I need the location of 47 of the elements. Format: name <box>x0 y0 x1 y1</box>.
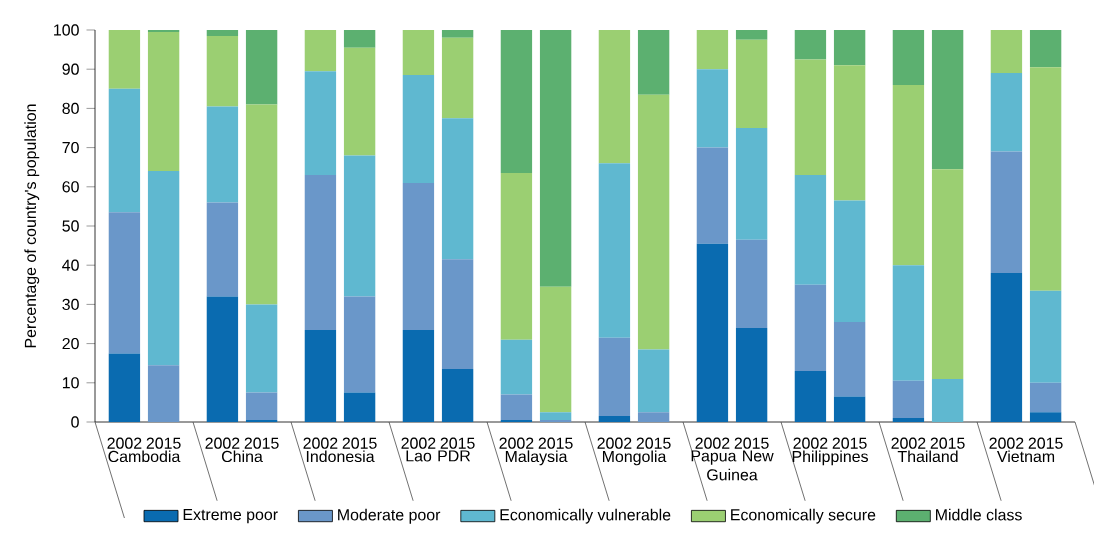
y-tick-label: 50 <box>62 220 79 232</box>
y-tick-label: 70 <box>62 141 79 154</box>
x-tick-label: 2015 <box>342 437 377 449</box>
x-tick-label: 2015 <box>244 437 279 449</box>
text: Cambodia <box>108 450 181 463</box>
x-tick-label: 2015 <box>146 437 181 449</box>
text: Vietnam <box>996 450 1055 463</box>
y-tick-label: 100 <box>54 24 79 36</box>
x-tick-label: 2002 <box>597 437 632 449</box>
text: Malaysia <box>505 450 568 466</box>
x-tick-label: 2015 <box>832 437 867 449</box>
x-tick-label: 2015 <box>734 437 769 449</box>
x-tick-label: 2002 <box>401 437 436 449</box>
x-tick-label: 2002 <box>303 437 338 449</box>
legend-label: Moderate poor <box>338 508 441 524</box>
y-tick-label: 0 <box>71 416 79 428</box>
y-tick-label: 40 <box>62 259 79 271</box>
y-tick-label: 90 <box>62 63 79 75</box>
x-tick-label: 2002 <box>205 437 240 449</box>
x-tick-label: 2002 <box>793 437 828 449</box>
legend-label: Economically secure <box>731 508 876 524</box>
y-tick-label: 80 <box>62 102 79 115</box>
x-tick-label: 2015 <box>930 437 965 449</box>
text: Lao PDR <box>406 450 471 462</box>
x-tick-label: 2002 <box>499 437 534 449</box>
text: Papua New Guinea <box>691 450 774 481</box>
text: China <box>222 450 263 463</box>
y-tick-label: 60 <box>62 181 79 193</box>
text: Thailand <box>897 450 958 463</box>
text: Mongolia <box>602 450 667 466</box>
y-tick-label: 20 <box>62 337 79 350</box>
x-tick-label: 2002 <box>107 437 142 449</box>
legend-label: Middle class <box>936 508 1022 521</box>
y-axis-title: Percentage of country's population <box>24 104 40 348</box>
text: Philippines <box>792 450 868 466</box>
x-tick-label: 2015 <box>440 437 475 449</box>
text: Indonesia <box>306 450 375 463</box>
legend-label: Extreme poor <box>183 509 278 524</box>
x-tick-label: 2015 <box>538 437 573 449</box>
x-tick-label: 2015 <box>1028 437 1063 449</box>
x-tick-label: 2002 <box>891 437 926 449</box>
x-tick-label: 2002 <box>989 437 1024 449</box>
legend-label: Economically vulnerable <box>500 508 671 524</box>
y-tick-label: 30 <box>62 298 79 311</box>
y-tick-label: 10 <box>62 377 79 389</box>
x-tick-label: 2015 <box>636 437 671 449</box>
x-tick-label: 2002 <box>695 437 730 449</box>
